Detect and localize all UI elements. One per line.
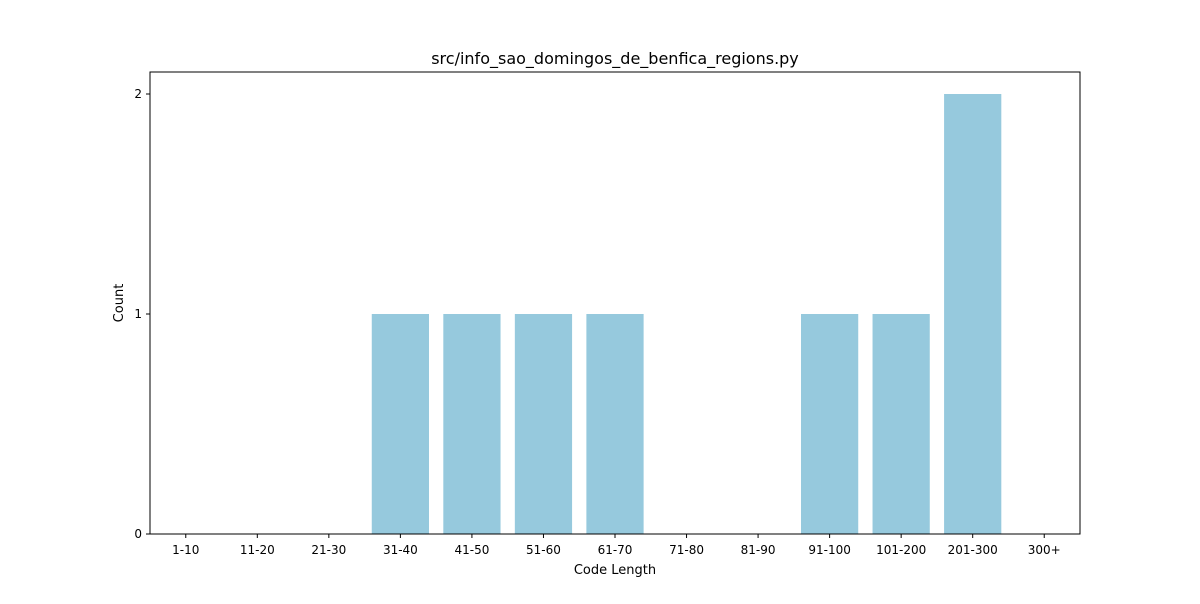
bar-91-100: [801, 314, 859, 534]
bar-41-50: [443, 314, 501, 534]
x-tick-label: 11-20: [240, 543, 275, 557]
bars-group: [371, 94, 1002, 534]
chart-title: src/info_sao_domingos_de_benfica_regions…: [431, 49, 799, 69]
x-tick-label: 41-50: [454, 543, 489, 557]
x-tick-label: 81-90: [741, 543, 776, 557]
x-tick-label: 31-40: [383, 543, 418, 557]
plot-frame: [149, 71, 1081, 535]
bar-101-200: [872, 314, 930, 534]
x-tick-label: 201-300: [948, 543, 998, 557]
y-tick-label: 2: [134, 87, 142, 101]
x-tick-label: 71-80: [669, 543, 704, 557]
bar-61-70: [586, 314, 644, 534]
x-tick-label: 91-100: [808, 543, 851, 557]
y-axis-ticks: 0 1 2: [134, 87, 150, 541]
y-tick-label: 1: [134, 307, 142, 321]
bar-51-60: [514, 314, 573, 534]
x-tick-label: 61-70: [598, 543, 633, 557]
x-axis-ticks: 1-10 11-20 21-30 31-40 41-50 51-60 61-70 71-80 8…: [172, 534, 1061, 557]
y-tick-label: 0: [134, 527, 142, 541]
x-tick-label: 21-30: [311, 543, 346, 557]
x-tick-label: 101-200: [876, 543, 926, 557]
bar-201-300: [944, 94, 1002, 534]
bar-31-40: [371, 314, 429, 534]
x-tick-label: 1-10: [172, 543, 199, 557]
x-axis-label: Code Length: [574, 563, 656, 578]
x-tick-label: 300+: [1028, 543, 1061, 557]
x-tick-label: 51-60: [526, 543, 561, 557]
y-axis-label: Count: [112, 284, 127, 323]
